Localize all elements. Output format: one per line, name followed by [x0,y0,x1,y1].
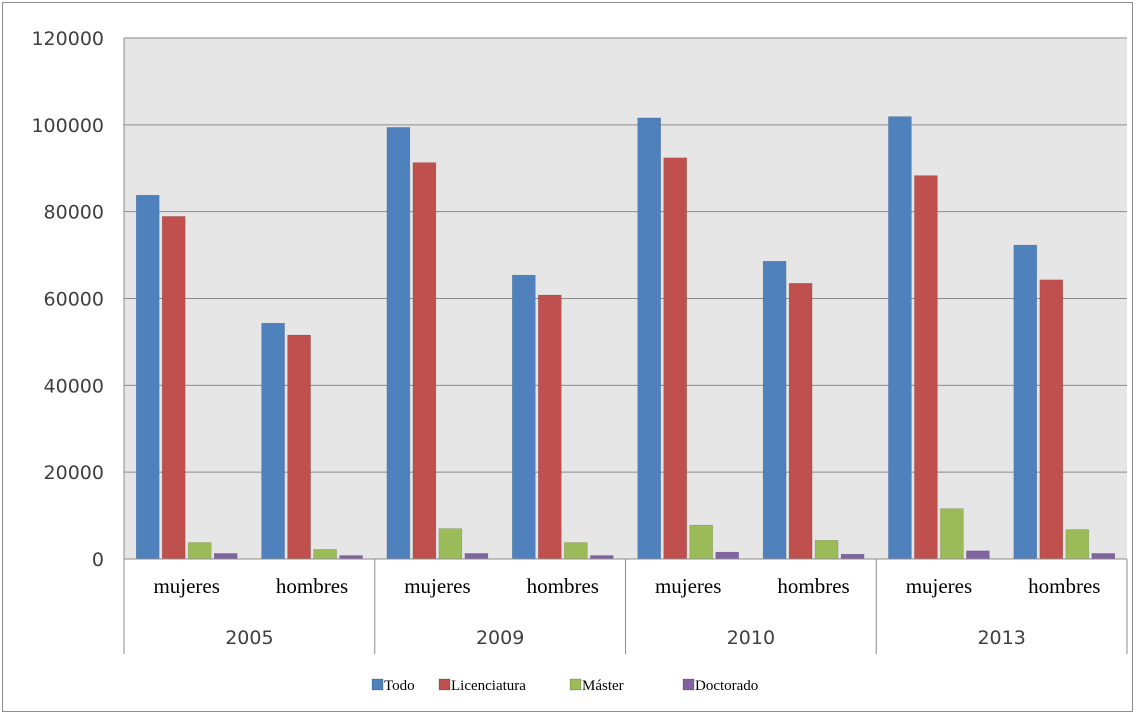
legend: Todo Licenciatura Máster Doctorado [371,678,758,694]
legend-swatch-todo [371,678,384,691]
bar-doctorado [213,553,238,560]
legend-label: Licenciatura [451,678,526,694]
x-category-label: hombres [276,574,348,598]
bar-todo [762,260,787,560]
bar-doctorado [715,551,740,560]
bar-m-ster [689,524,714,560]
x-category-label: mujeres [153,574,219,598]
bar-licenciatura [914,175,938,560]
bar-todo [261,322,285,560]
bar-m-ster [940,508,964,560]
bar-doctorado [464,553,489,560]
x-category-label: mujeres [404,574,470,598]
bar-m-ster [563,542,588,560]
bar-todo [637,117,662,560]
bar-doctorado [1091,553,1116,560]
y-axis-ticks: 0 20000 40000 60000 80000 100000 120000 [31,28,104,571]
legend-label: Máster [582,678,624,694]
x-category-label: mujeres [655,574,721,598]
bar-todo [135,194,160,560]
legend-swatch-doctorado [682,678,695,691]
x-category-label: hombres [1028,574,1100,598]
y-tick-label: 120000 [31,28,104,50]
y-tick-label: 20000 [44,462,104,484]
y-tick-label: 60000 [44,289,104,311]
bar-todo [511,274,536,560]
x-category-label: hombres [527,574,599,598]
legend-label: Todo [384,678,415,694]
bar-doctorado [339,555,363,560]
bar-m-ster [814,539,839,560]
bar-doctorado [840,553,865,560]
x-category-label: mujeres [906,574,972,598]
bar-licenciatura [788,282,813,560]
bar-licenciatura [287,334,311,560]
bar-todo [1013,244,1038,560]
bar-doctorado [589,555,614,560]
bar-todo [386,127,411,560]
x-group-label: 2009 [476,627,524,649]
bar-licenciatura [412,162,437,560]
y-tick-label: 80000 [44,202,104,224]
bar-licenciatura [1039,279,1064,560]
bar-todo [888,116,912,560]
bar-m-ster [187,542,212,560]
x-group-label: 2010 [727,627,775,649]
legend-label: Doctorado [695,678,758,694]
y-tick-label: 100000 [31,115,104,137]
x-axis: mujeres hombres mujeres hombres mujeres hombr… [123,558,1128,654]
bar-doctorado [966,550,990,560]
x-group-label: 2013 [977,627,1025,649]
y-tick-label: 40000 [44,375,104,397]
bar-licenciatura [161,216,186,560]
x-group-label: 2005 [225,627,273,649]
legend-swatch-m-ster [569,678,582,691]
bar-m-ster [313,549,337,560]
y-tick-label: 0 [92,549,104,571]
bar-licenciatura [663,157,688,560]
bar-licenciatura [537,294,562,560]
legend-swatch-licenciatura [438,678,451,691]
bars [135,116,1116,560]
bar-m-ster [1065,529,1090,560]
x-category-label: hombres [777,574,849,598]
bar-m-ster [438,528,463,560]
